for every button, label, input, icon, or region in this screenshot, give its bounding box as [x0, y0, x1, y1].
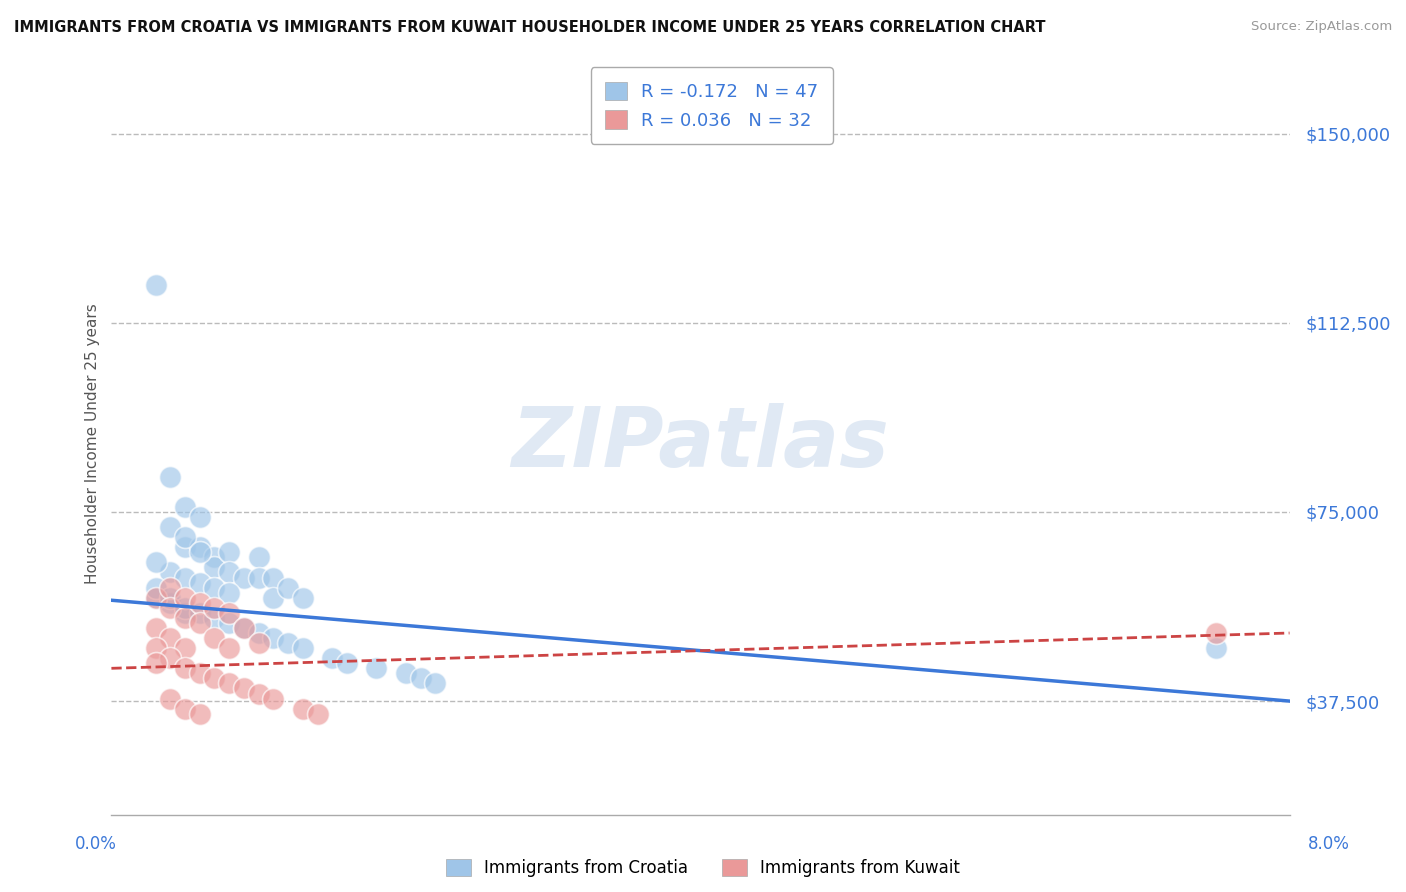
Legend: Immigrants from Croatia, Immigrants from Kuwait: Immigrants from Croatia, Immigrants from…: [440, 852, 966, 884]
Point: [174, 541, 197, 555]
Point: [247, 570, 270, 584]
Point: [336, 657, 359, 671]
Point: [291, 641, 314, 656]
Point: [159, 469, 181, 483]
Text: IMMIGRANTS FROM CROATIA VS IMMIGRANTS FROM KUWAIT HOUSEHOLDER INCOME UNDER 25 YE: IMMIGRANTS FROM CROATIA VS IMMIGRANTS FR…: [14, 20, 1046, 35]
Text: ZIPatlas: ZIPatlas: [512, 403, 890, 484]
Point: [204, 560, 226, 574]
Point: [159, 596, 181, 610]
Point: [247, 636, 270, 650]
Point: [204, 581, 226, 595]
Text: 8.0%: 8.0%: [1308, 835, 1350, 853]
Point: [218, 606, 240, 620]
Point: [218, 641, 240, 656]
Point: [395, 666, 418, 681]
Point: [188, 706, 211, 721]
Point: [174, 530, 197, 544]
Point: [247, 626, 270, 640]
Point: [247, 686, 270, 700]
Point: [145, 591, 167, 605]
Point: [218, 566, 240, 580]
Point: [262, 591, 284, 605]
Point: [247, 550, 270, 565]
Point: [218, 545, 240, 559]
Point: [233, 621, 256, 635]
Point: [188, 541, 211, 555]
Text: 0.0%: 0.0%: [75, 835, 117, 853]
Point: [159, 591, 181, 605]
Point: [174, 591, 197, 605]
Point: [233, 570, 256, 584]
Point: [145, 621, 167, 635]
Point: [174, 570, 197, 584]
Point: [145, 581, 167, 595]
Point: [204, 550, 226, 565]
Point: [321, 651, 343, 665]
Point: [204, 611, 226, 625]
Point: [277, 581, 299, 595]
Point: [291, 701, 314, 715]
Point: [174, 600, 197, 615]
Point: [159, 566, 181, 580]
Legend: R = -0.172   N = 47, R = 0.036   N = 32: R = -0.172 N = 47, R = 0.036 N = 32: [591, 68, 832, 144]
Point: [174, 500, 197, 514]
Point: [145, 591, 167, 605]
Point: [145, 278, 167, 293]
Point: [174, 661, 197, 675]
Point: [307, 706, 329, 721]
Point: [277, 636, 299, 650]
Text: Source: ZipAtlas.com: Source: ZipAtlas.com: [1251, 20, 1392, 33]
Y-axis label: Householder Income Under 25 years: Householder Income Under 25 years: [86, 303, 100, 584]
Point: [1205, 626, 1227, 640]
Point: [159, 651, 181, 665]
Point: [204, 600, 226, 615]
Point: [291, 591, 314, 605]
Point: [204, 631, 226, 645]
Point: [145, 556, 167, 570]
Point: [159, 581, 181, 595]
Point: [159, 520, 181, 534]
Point: [425, 676, 447, 690]
Point: [174, 611, 197, 625]
Point: [204, 672, 226, 686]
Point: [188, 596, 211, 610]
Point: [366, 661, 388, 675]
Point: [262, 570, 284, 584]
Point: [262, 631, 284, 645]
Point: [218, 615, 240, 630]
Point: [159, 631, 181, 645]
Point: [174, 701, 197, 715]
Point: [145, 657, 167, 671]
Point: [159, 691, 181, 706]
Point: [233, 621, 256, 635]
Point: [159, 600, 181, 615]
Point: [409, 672, 432, 686]
Point: [188, 575, 211, 590]
Point: [1205, 641, 1227, 656]
Point: [188, 606, 211, 620]
Point: [218, 676, 240, 690]
Point: [188, 510, 211, 524]
Point: [174, 641, 197, 656]
Point: [218, 585, 240, 599]
Point: [174, 606, 197, 620]
Point: [262, 691, 284, 706]
Point: [233, 681, 256, 696]
Point: [145, 641, 167, 656]
Point: [188, 545, 211, 559]
Point: [188, 666, 211, 681]
Point: [188, 615, 211, 630]
